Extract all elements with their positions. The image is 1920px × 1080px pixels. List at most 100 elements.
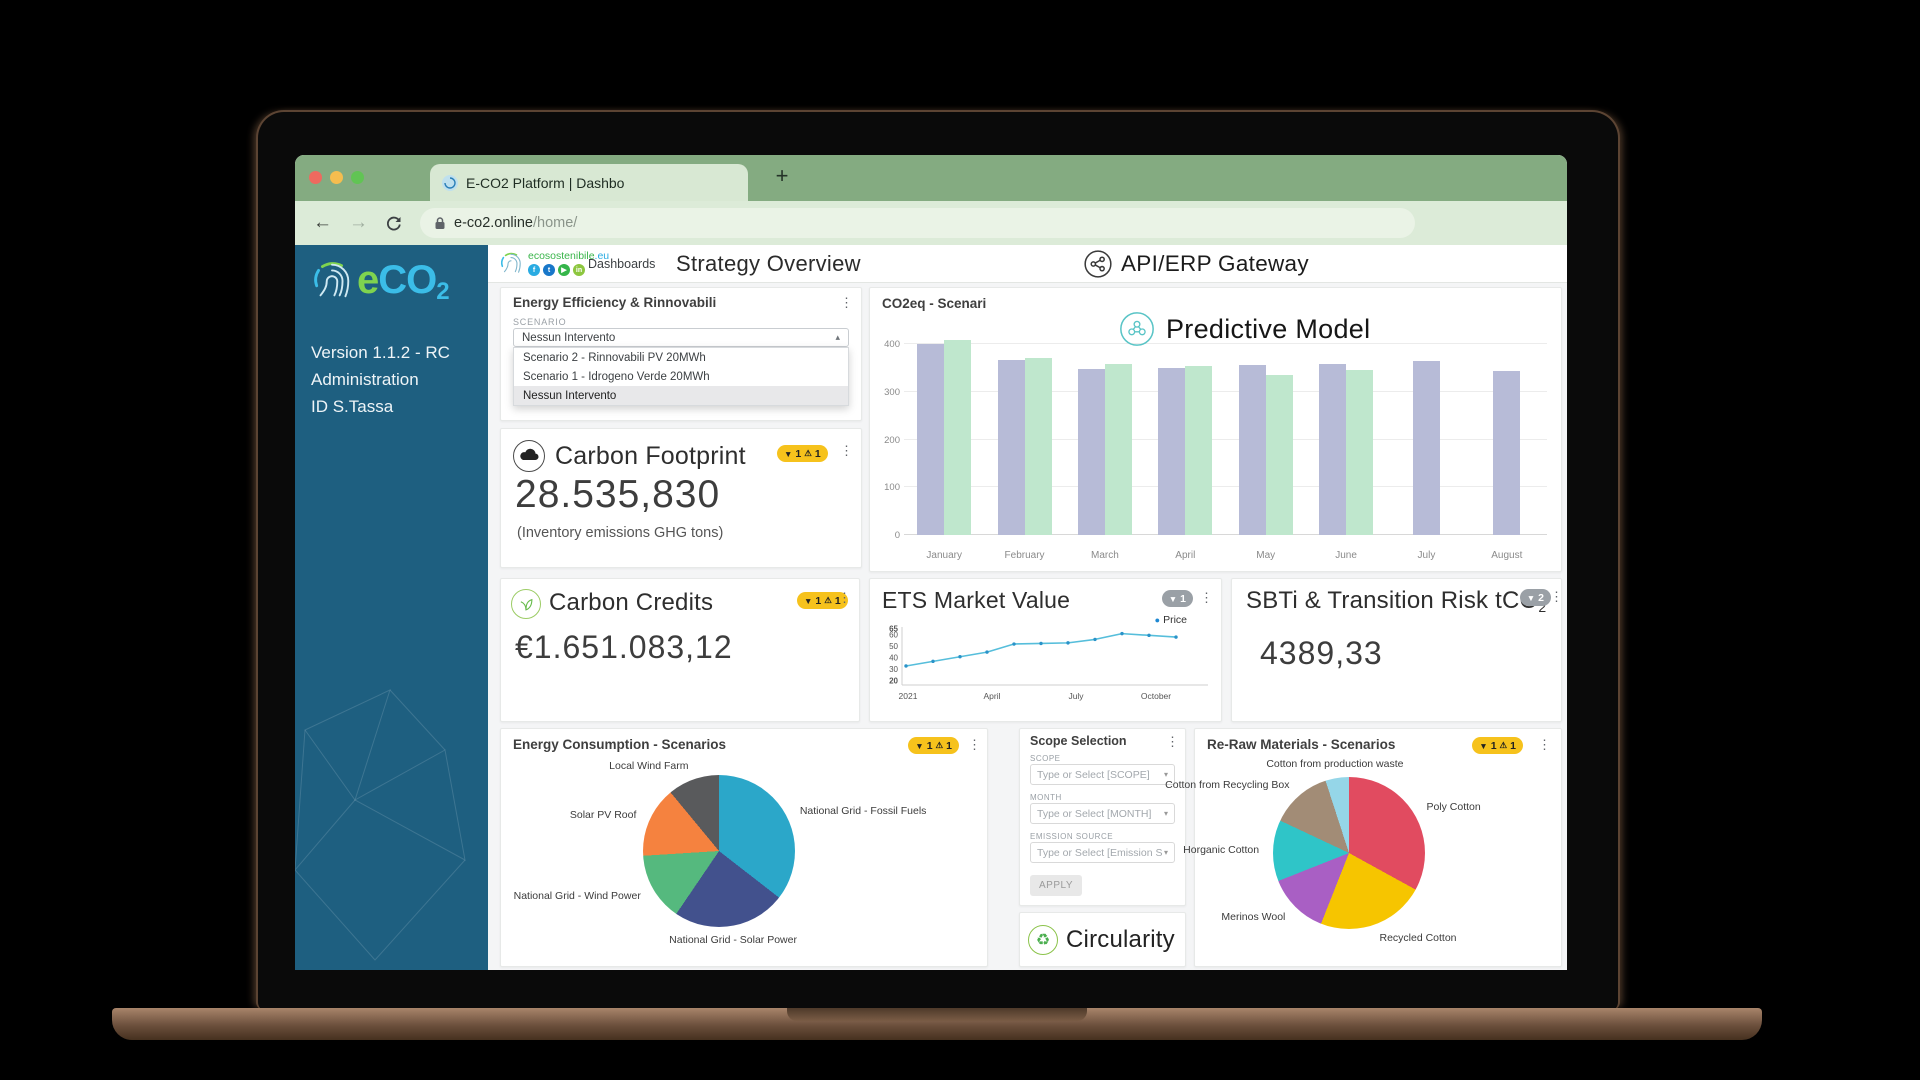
card-energy-efficiency: Energy Efficiency & Rinnovabili ⋮ SCENAR… bbox=[500, 287, 862, 421]
kebab-menu-icon[interactable]: ⋮ bbox=[838, 590, 851, 605]
new-tab-button[interactable]: + bbox=[775, 163, 789, 188]
scenario-select[interactable]: Nessun Intervento ▴ bbox=[513, 328, 849, 347]
card-title: Energy Efficiency & Rinnovabili bbox=[513, 295, 717, 310]
youtube-icon[interactable]: ▶ bbox=[558, 264, 570, 276]
dashboard-content: Energy Efficiency & Rinnovabili ⋮ SCENAR… bbox=[488, 283, 1566, 970]
kebab-menu-icon[interactable]: ⋮ bbox=[840, 295, 853, 310]
line-chart: 20 30 40 50 60 65 2021 April July October bbox=[876, 623, 1216, 714]
address-bar[interactable]: e-co2.online/home/ bbox=[420, 208, 1415, 238]
alert-badge[interactable]: ▼ 1 ⚠ 1 bbox=[777, 445, 828, 462]
filter-count: 1 bbox=[795, 447, 802, 460]
predictive-model-overlay: Predictive Model bbox=[1118, 310, 1370, 348]
bar bbox=[1238, 365, 1266, 535]
scenario-label: SCENARIO bbox=[513, 317, 567, 327]
leaf-icon bbox=[511, 589, 541, 619]
dropdown-option[interactable]: Scenario 1 - Idrogeno Verde 20MWh bbox=[523, 370, 710, 383]
twitter-icon[interactable]: t bbox=[543, 264, 555, 276]
kebab-menu-icon[interactable]: ⋮ bbox=[968, 737, 981, 752]
app-logo: eCO2 bbox=[295, 245, 488, 315]
kebab-menu-icon[interactable]: ⋮ bbox=[1550, 589, 1563, 604]
scenario-dropdown: Scenario 2 - Rinnovabili PV 20MWh Scenar… bbox=[513, 347, 849, 406]
card-circularity: ♻ Circularity bbox=[1019, 912, 1186, 967]
x-axis-tick: June bbox=[1335, 550, 1357, 561]
browser-tab-bar: E-CO2 Platform | Dashbo + bbox=[295, 155, 1567, 201]
window-controls bbox=[309, 171, 364, 184]
footprint-subtitle: (Inventory emissions GHG tons) bbox=[517, 525, 724, 541]
legend-dot-icon: ● bbox=[1154, 615, 1161, 625]
bar bbox=[1158, 367, 1186, 535]
gridline bbox=[904, 486, 1547, 488]
bar bbox=[1185, 366, 1213, 535]
kebab-menu-icon[interactable]: ⋮ bbox=[840, 443, 853, 458]
linkedin-icon[interactable]: in bbox=[573, 264, 585, 276]
pie-slice-label: Local Wind Farm bbox=[609, 760, 689, 773]
month-select[interactable]: Type or Select [MONTH] ▾ bbox=[1030, 803, 1175, 824]
cloud-icon bbox=[513, 440, 545, 472]
laptop-base bbox=[112, 1008, 1762, 1040]
api-erp-gateway[interactable]: API/ERP Gateway bbox=[1084, 250, 1309, 278]
bar bbox=[944, 339, 972, 535]
tab-title-fade bbox=[682, 164, 738, 201]
alert-badge[interactable]: ▼ 1 ⚠ 1 bbox=[908, 737, 959, 754]
user-id-text: ID S.Tassa bbox=[311, 397, 394, 416]
alert-badge[interactable]: ▼ 1 ⚠ 1 bbox=[1472, 737, 1523, 754]
apply-button[interactable]: APPLY bbox=[1030, 875, 1082, 896]
forward-icon[interactable]: → bbox=[349, 212, 368, 233]
dropdown-option-selected[interactable]: Nessun Intervento bbox=[514, 386, 848, 405]
pie-circle bbox=[1273, 777, 1425, 929]
svg-text:July: July bbox=[1068, 691, 1084, 701]
version-text: Version 1.1.2 - RC bbox=[311, 343, 450, 362]
bar-group-july bbox=[1386, 361, 1466, 535]
pie-circle bbox=[643, 775, 795, 927]
x-axis-tick: August bbox=[1491, 550, 1523, 561]
close-window-button[interactable] bbox=[309, 171, 322, 184]
filter-badge[interactable]: ▼ 2 bbox=[1519, 589, 1551, 606]
browser-tab[interactable]: E-CO2 Platform | Dashbo bbox=[430, 164, 748, 201]
card-title: Carbon Credits bbox=[549, 589, 714, 616]
warning-icon: ⚠ bbox=[824, 595, 832, 605]
circularity-label: Circularity bbox=[1066, 925, 1175, 953]
facebook-icon[interactable]: f bbox=[528, 264, 540, 276]
site-url: ecosostenibile.eu bbox=[528, 250, 609, 262]
favicon-icon bbox=[442, 174, 458, 191]
kebab-menu-icon[interactable]: ⋮ bbox=[1166, 734, 1179, 749]
pie-slice-label: Cotton from Recycling Box bbox=[1165, 779, 1290, 792]
filter-count: 1 bbox=[1180, 592, 1186, 605]
nav-dashboards[interactable]: Dashboards bbox=[588, 257, 656, 271]
bar-chart: 0 100 200 300 400 January February March April Ma… bbox=[884, 330, 1547, 561]
svg-text:2021: 2021 bbox=[899, 691, 918, 701]
back-icon[interactable]: ← bbox=[313, 212, 332, 233]
svg-text:50: 50 bbox=[889, 642, 898, 651]
x-axis-labels: January February March April May June July Augu… bbox=[904, 550, 1547, 561]
warning-count: 1 bbox=[834, 594, 841, 607]
emission-source-select[interactable]: Type or Select [Emission S ▾ bbox=[1030, 842, 1175, 863]
svg-text:60: 60 bbox=[889, 630, 898, 639]
url-domain: e-co2.online bbox=[454, 215, 533, 231]
minimize-window-button[interactable] bbox=[330, 171, 343, 184]
gridline bbox=[904, 390, 1547, 392]
svg-text:20: 20 bbox=[889, 677, 898, 686]
filter-badge[interactable]: ▼ 1 bbox=[1161, 590, 1193, 607]
predictive-model-icon bbox=[1120, 312, 1154, 346]
recycle-icon: ♻ bbox=[1028, 924, 1058, 955]
chart-title: Energy Consumption - Scenarios bbox=[513, 737, 727, 752]
card-scope-selection: Scope Selection ⋮ SCOPE Type or Select [… bbox=[1019, 728, 1186, 906]
filter-icon: ▼ bbox=[1168, 593, 1178, 604]
bar bbox=[1346, 370, 1374, 535]
month-placeholder: Type or Select [MONTH] bbox=[1037, 807, 1152, 820]
reload-icon[interactable] bbox=[385, 214, 403, 232]
y-axis-tick: 200 bbox=[884, 434, 900, 446]
pie-slice-label: Recycled Cotton bbox=[1379, 931, 1457, 944]
bar bbox=[997, 360, 1025, 535]
alert-badge[interactable]: ▼ 1 ⚠ 1 bbox=[797, 592, 848, 609]
bar bbox=[1412, 361, 1440, 535]
dropdown-option[interactable]: Scenario 2 - Rinnovabili PV 20MWh bbox=[523, 351, 706, 364]
scope-select[interactable]: Type or Select [SCOPE] ▾ bbox=[1030, 764, 1175, 785]
site-logo: ecosostenibile.eu f t ▶ in bbox=[498, 248, 609, 278]
maximize-window-button[interactable] bbox=[351, 171, 364, 184]
predictive-model-label: Predictive Model bbox=[1166, 313, 1371, 344]
kebab-menu-icon[interactable]: ⋮ bbox=[1538, 737, 1551, 752]
kebab-menu-icon[interactable]: ⋮ bbox=[1200, 590, 1213, 605]
social-icons: f t ▶ in bbox=[528, 264, 609, 276]
bar bbox=[1265, 374, 1293, 535]
